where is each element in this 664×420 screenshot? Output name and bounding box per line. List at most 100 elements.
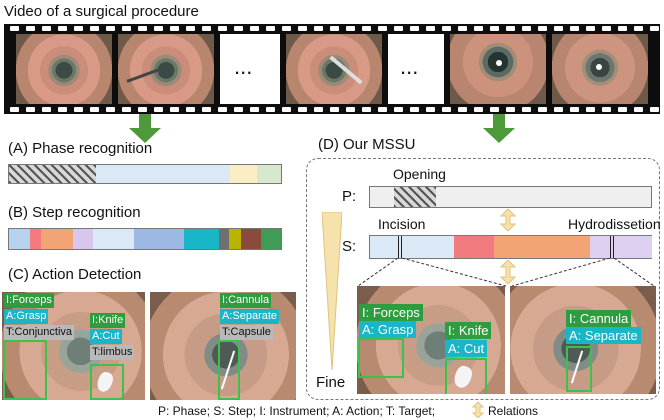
film-sprocket-hole	[170, 107, 179, 112]
video-frame	[552, 34, 648, 104]
film-sprocket-hole	[154, 107, 163, 112]
film-sprocket-hole	[90, 26, 99, 31]
film-sprocket-hole	[186, 26, 195, 31]
film-sprocket-hole	[250, 26, 259, 31]
film-sprocket-hole	[394, 107, 403, 112]
instrument-label: I:Knife	[90, 313, 126, 328]
film-sprocket-hole	[202, 107, 211, 112]
step-row-label: S:	[342, 238, 357, 255]
film-sprocket-hole	[634, 26, 643, 31]
step-segment	[494, 236, 590, 258]
phase-row-label: P:	[342, 188, 357, 205]
bounding-box	[90, 364, 124, 400]
mssu-title: (D) Our MSSU	[318, 136, 416, 153]
film-sprocket-hole	[202, 26, 211, 31]
mssu-panel	[306, 158, 660, 400]
video-frame	[286, 34, 382, 104]
film-sprocket-hole	[282, 107, 291, 112]
step-bar	[369, 235, 652, 259]
film-sprocket-hole	[650, 107, 659, 112]
step-segment	[41, 229, 73, 249]
fine-label: Fine	[316, 374, 346, 391]
bounding-box	[218, 340, 240, 400]
film-sprocket-hole	[506, 107, 515, 112]
film-sprocket-hole	[362, 26, 371, 31]
film-sprocket-hole	[106, 26, 115, 31]
film-sprocket-hole	[74, 107, 83, 112]
instrument-label: I: Forceps	[359, 304, 423, 321]
video-frame	[450, 34, 546, 104]
film-sprocket-hole	[522, 107, 531, 112]
video-frame-gap: ...	[388, 34, 444, 104]
film-sprocket-hole	[394, 26, 403, 31]
phase-segment	[370, 187, 394, 207]
bounding-box	[445, 358, 487, 394]
bounding-box	[566, 346, 592, 392]
film-sprocket-hole	[634, 107, 643, 112]
target-label: T:Conjunctiva	[4, 325, 75, 340]
ellipsis: ...	[234, 54, 253, 79]
film-sprocket-hole	[474, 26, 483, 31]
target-label: T:limbus	[90, 345, 135, 360]
film-sprocket-hole	[570, 26, 579, 31]
down-arrow-icon	[129, 114, 161, 143]
step-segment	[9, 229, 30, 249]
film-sprocket-hole	[106, 107, 115, 112]
film-sprocket-hole	[410, 26, 419, 31]
film-sprocket-hole	[602, 26, 611, 31]
step-segment	[229, 229, 241, 249]
action-label: A: Separate	[566, 327, 641, 344]
step-bar	[8, 228, 282, 250]
film-sprocket-hole	[58, 26, 67, 31]
phase-bar	[369, 186, 652, 208]
instrument-label: I:Forceps	[4, 293, 54, 308]
film-sprocket-hole	[458, 107, 467, 112]
step-segment	[454, 236, 494, 258]
film-sprocket-hole	[42, 107, 51, 112]
action-label: A:Grasp	[4, 309, 49, 324]
film-sprocket-hole	[330, 26, 339, 31]
film-sprocket-hole	[154, 26, 163, 31]
film-sprocket-hole	[378, 26, 387, 31]
phase-segment	[230, 165, 257, 183]
video-title: Video of a surgical procedure	[4, 3, 199, 20]
video-frame-gap: ...	[220, 34, 280, 104]
relation-arrow-icon	[500, 260, 516, 284]
film-strip: ... ...	[4, 24, 660, 114]
granularity-triangle	[322, 212, 342, 370]
instrument-label: I:Cannula	[220, 293, 272, 308]
phase-segment	[96, 165, 230, 183]
film-sprocket-hole	[10, 26, 19, 31]
film-sprocket-hole	[266, 107, 275, 112]
film-sprocket-hole	[298, 107, 307, 112]
legend-text: P: Phase; S: Step; I: Instrument; A: Act…	[158, 404, 436, 418]
step-marker	[610, 236, 614, 258]
video-frame	[16, 34, 112, 104]
step-recognition-title: (B) Step recognition	[8, 204, 141, 221]
film-sprocket-hole	[234, 26, 243, 31]
step-segment	[134, 229, 184, 249]
film-sprocket-hole	[298, 26, 307, 31]
film-sprocket-hole	[570, 107, 579, 112]
bounding-box	[358, 338, 404, 378]
step-segment	[241, 229, 261, 249]
phase-segment	[9, 165, 96, 183]
step-segment	[370, 236, 454, 258]
film-sprocket-hole	[554, 26, 563, 31]
ellipsis: ...	[400, 54, 419, 79]
film-sprocket-hole	[458, 26, 467, 31]
action-detection-title: (C) Action Detection	[8, 266, 142, 283]
action-label: A: Grasp	[359, 321, 417, 338]
film-sprocket-hole	[586, 26, 595, 31]
hydrodissection-label: Hydrodissetion	[568, 216, 661, 232]
film-sprocket-hole	[346, 26, 355, 31]
opening-label: Opening	[393, 166, 446, 182]
film-sprocket-hole	[378, 107, 387, 112]
film-sprocket-hole	[58, 107, 67, 112]
film-sprocket-hole	[218, 26, 227, 31]
film-sprocket-hole	[26, 107, 35, 112]
film-sprocket-hole	[122, 26, 131, 31]
down-arrow-icon	[483, 114, 515, 143]
surgical-image: I: Forceps A: Grasp I: Knife A: Cut	[357, 286, 505, 394]
phase-segment	[394, 187, 436, 207]
